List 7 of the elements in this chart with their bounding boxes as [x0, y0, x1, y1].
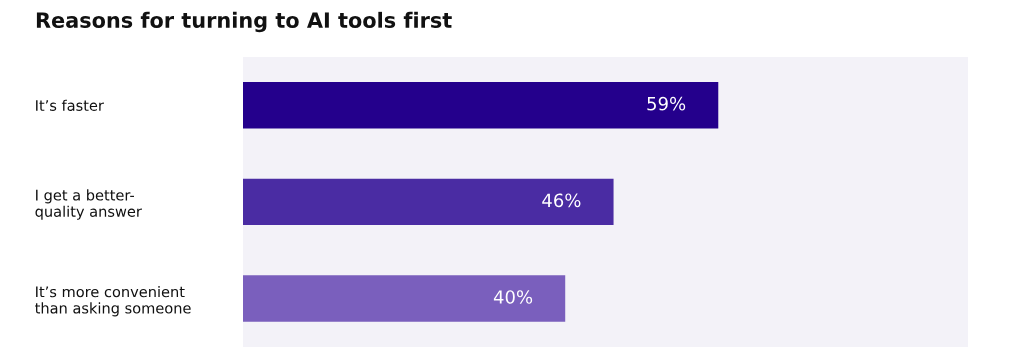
y-tick-label: It’s more convenient than asking someone [35, 285, 191, 317]
chart-title: Reasons for turning to AI tools first [36, 11, 452, 33]
data-label: 46% [542, 193, 581, 208]
data-label: 59% [647, 96, 686, 111]
y-tick-label: It’s faster [36, 99, 104, 111]
y-tick-label: I get a better- quality answer [35, 189, 142, 220]
data-label: 40% [493, 290, 533, 304]
